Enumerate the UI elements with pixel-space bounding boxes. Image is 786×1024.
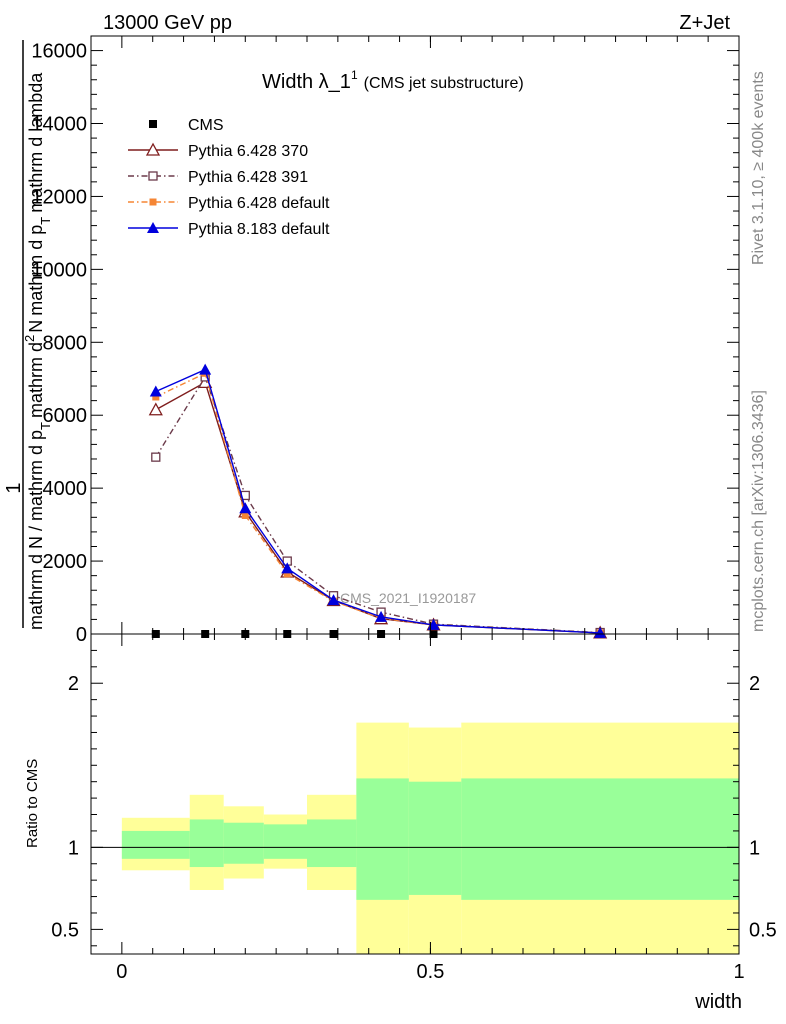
- y-label-numerator-one: 1: [3, 482, 25, 493]
- y-label-denominator: mathrm d N / mathrm d pTmathrm d2Nmathrm…: [22, 72, 53, 630]
- x-axis-ticks: 0 0.5 1: [90, 634, 745, 983]
- y-tick-label: 12000: [31, 186, 87, 208]
- energy-label: 13000 GeV pp: [103, 12, 232, 34]
- data-point: [239, 502, 252, 514]
- series-pythia-8-183-default: [149, 363, 607, 638]
- ratio-panel: 0.5 0.51 12 2 0 0.5 1 Ratio to CMS width: [24, 633, 777, 1013]
- data-point: [281, 562, 294, 574]
- y-tick-label: 10000: [31, 259, 87, 281]
- data-point: [149, 198, 157, 206]
- data-point: [283, 570, 291, 578]
- ratio-tick-label-right: 2: [749, 673, 760, 695]
- y-tick-label: 2000: [43, 551, 88, 573]
- ratio-tick-label: 2: [68, 673, 79, 695]
- data-point: [149, 120, 157, 128]
- x-tick-label: 0.5: [417, 961, 445, 983]
- data-point: [149, 385, 162, 397]
- y-tick-label: 16000: [31, 41, 87, 63]
- legend-label: CMS: [188, 117, 224, 134]
- ratio-frame: [90, 633, 740, 955]
- series-line: [155, 375, 601, 634]
- data-point: [199, 363, 212, 375]
- data-point: [148, 402, 163, 416]
- side-label-bottom: mcplots.cern.ch [arXiv:1306.3436]: [750, 390, 767, 632]
- chart-title: Width λ_11 (CMS jet substructure): [262, 68, 524, 93]
- data-point: [148, 171, 158, 181]
- y-axis-label: 1 mathrm d N / mathrm d pTmathrm d2Nmath…: [3, 40, 53, 630]
- data-point: [375, 610, 388, 622]
- x-axis-label: width: [694, 991, 742, 1013]
- ratio-tick-label-right: 0.5: [749, 919, 777, 941]
- band-green-bin: [461, 778, 739, 900]
- legend-label: Pythia 8.183 default: [188, 221, 330, 238]
- legend-label: Pythia 6.428 default: [188, 195, 330, 212]
- legend-label: Pythia 6.428 391: [188, 169, 308, 186]
- band-green-bin: [263, 824, 307, 859]
- data-point: [152, 393, 160, 401]
- data-point: [327, 594, 340, 606]
- ratio-axis-ticks: 0.5 0.5 1 1 2 2: [51, 649, 777, 947]
- y-tick-label: 14000: [31, 114, 87, 136]
- y-tick-label: 4000: [43, 478, 88, 500]
- band-green-bin: [189, 819, 224, 868]
- ratio-tick-label-right: 1: [749, 837, 760, 859]
- y-tick-label: 8000: [43, 332, 88, 354]
- series-line: [155, 368, 601, 634]
- ratio-bands: [121, 722, 739, 954]
- main-axis-ticks: 0 2000 4000 6000 8000 10000 12000 14000 16000: [31, 35, 740, 646]
- x-tick-label: 1: [733, 961, 744, 983]
- main-panel: CMS_2021_I1920187 0 2000 4000 6000 8000 10000…: [3, 35, 740, 646]
- data-point: [151, 452, 161, 462]
- x-tick-label: 0: [116, 961, 127, 983]
- ratio-tick-label: 0.5: [51, 919, 79, 941]
- y-tick-label: 0: [76, 624, 87, 646]
- data-point: [594, 626, 607, 638]
- legend: CMS Pythia 6.428 370 Pythia 6.428 391 Pythi…: [128, 117, 330, 238]
- data-point: [145, 142, 161, 156]
- data-point: [147, 222, 159, 233]
- ratio-y-label: Ratio to CMS: [24, 759, 41, 848]
- process-label: Z+Jet: [679, 12, 730, 34]
- legend-label: Pythia 6.428 370: [188, 143, 308, 160]
- series-layer: [148, 363, 608, 639]
- band-green-bin: [408, 781, 462, 895]
- band-green-bin: [356, 778, 409, 900]
- y-tick-label: 6000: [43, 405, 88, 427]
- watermark: CMS_2021_I1920187: [340, 590, 476, 606]
- band-green-bin: [121, 830, 190, 859]
- band-green-bin: [223, 822, 264, 864]
- data-point: [241, 511, 249, 519]
- side-label-top: Rivet 3.1.10, ≥ 400k events: [750, 71, 767, 265]
- band-green-bin: [307, 819, 357, 868]
- ratio-tick-label: 1: [68, 837, 79, 859]
